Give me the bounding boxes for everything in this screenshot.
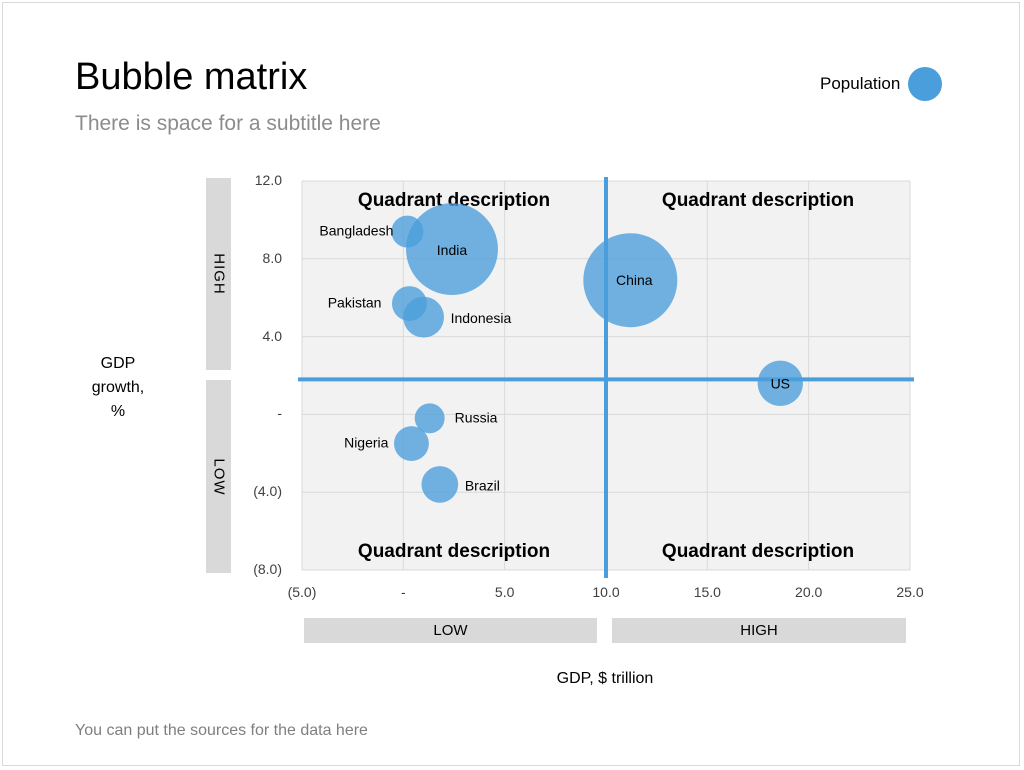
bubble-label-pakistan: Pakistan (328, 295, 382, 311)
bubble-nigeria (394, 426, 429, 462)
y-tick-label: - (277, 405, 282, 422)
y-tick-label: 8.0 (262, 249, 282, 266)
legend: Population (820, 66, 943, 102)
x-tick-label: - (400, 584, 406, 600)
bubble-label-bangladesh: Bangladesh (319, 223, 393, 239)
x-tick-label: 10.0 (592, 584, 620, 600)
x-tick-label: 20.0 (795, 584, 823, 600)
y-band-high: HIGH (206, 178, 231, 370)
bubble-label-china: China (616, 272, 653, 288)
x-tick-label: 5.0 (494, 584, 515, 600)
quadrant-label: Quadrant description (358, 541, 550, 562)
y-tick-label: 4.0 (262, 327, 282, 344)
legend-bubble-icon (908, 67, 943, 101)
bubble-label-russia: Russia (455, 409, 498, 425)
sources-note: You can put the sources for the data her… (75, 722, 368, 739)
x-tick-label: 25.0 (896, 584, 924, 600)
bubble-indonesia (403, 296, 445, 338)
y-tick-label: 12.0 (254, 172, 282, 188)
bubble-label-brazil: Brazil (465, 477, 500, 493)
bubble-label-nigeria: Nigeria (344, 435, 389, 451)
x-band-high: HIGH (612, 618, 906, 643)
x-tick-label: (5.0) (287, 584, 317, 600)
y-axis-title: GDP growth, % (72, 352, 164, 424)
bubble-us (757, 360, 803, 406)
legend-label: Population (820, 74, 901, 93)
y-tick-label: (4.0) (253, 483, 282, 500)
x-axis-title: GDP, $ trillion (556, 670, 654, 687)
quadrant-label: Quadrant description (662, 190, 854, 211)
bubble-russia (414, 403, 445, 434)
bubble-brazil (421, 466, 459, 503)
quadrant-label: Quadrant description (662, 541, 854, 562)
y-band-low: LOW (206, 380, 231, 573)
y-axis-title-line-3: % (110, 403, 126, 420)
x-tick-label: 15.0 (693, 584, 721, 600)
bubble-label-indonesia: Indonesia (451, 310, 512, 326)
bubble-india (406, 203, 498, 296)
bubble-label-india: India (437, 242, 468, 258)
x-band-low: LOW (304, 618, 597, 643)
y-tick-label: (8.0) (253, 561, 282, 577)
y-axis-title-line-1: GDP (100, 355, 136, 372)
page-subtitle: There is space for a subtitle here (75, 112, 381, 135)
quadrant-label: Quadrant description (358, 190, 550, 211)
y-axis-title-line-2: growth, (91, 379, 145, 396)
page-title: Bubble matrix (75, 56, 308, 98)
bubble-label-us: US (771, 375, 790, 391)
